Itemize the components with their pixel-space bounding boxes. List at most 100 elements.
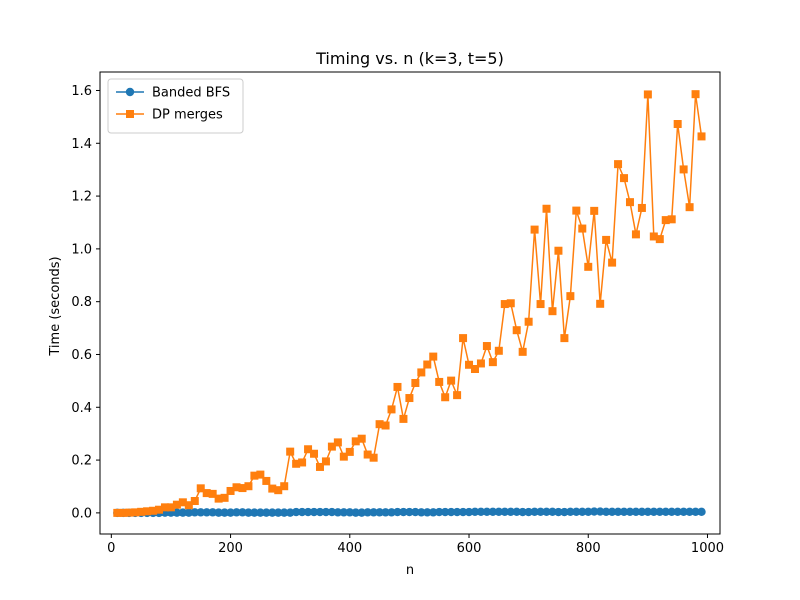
y-tick-label: 0.2 <box>71 454 92 469</box>
data-point <box>470 365 479 373</box>
data-point <box>363 450 372 459</box>
data-point <box>226 486 235 495</box>
data-point <box>512 326 521 335</box>
data-point <box>602 235 611 244</box>
data-point <box>560 334 569 343</box>
data-point <box>220 508 229 517</box>
data-point <box>375 420 384 429</box>
data-point <box>453 391 462 400</box>
data-point <box>160 503 169 512</box>
data-point <box>590 507 599 516</box>
data-point <box>649 232 658 241</box>
data-point <box>315 507 325 517</box>
data-point <box>673 120 682 129</box>
data-point <box>620 174 629 183</box>
data-point <box>482 507 492 517</box>
data-point <box>548 307 557 316</box>
data-point <box>155 505 164 514</box>
data-point <box>196 484 205 493</box>
data-point <box>512 507 521 517</box>
data-point <box>405 507 414 517</box>
data-point <box>149 506 158 515</box>
data-point <box>595 507 605 516</box>
data-point <box>637 203 646 212</box>
data-point <box>572 206 581 215</box>
data-point <box>345 508 354 517</box>
data-point <box>530 507 539 517</box>
data-point <box>369 453 378 462</box>
legend-marker <box>125 87 135 97</box>
data-point <box>661 216 670 225</box>
data-point <box>351 508 360 517</box>
axes: 0 200 400 600 800 1000 0.0 0.2 0.4 0.6 0.8 1.0 1.2 1.… <box>71 71 724 556</box>
data-point <box>685 203 694 212</box>
data-point <box>351 437 360 446</box>
data-point <box>309 507 319 517</box>
data-point <box>393 507 402 517</box>
y-tick-label: 0.6 <box>71 348 92 363</box>
data-point <box>655 235 664 244</box>
data-point <box>476 507 486 517</box>
data-point <box>184 508 194 517</box>
data-point <box>131 508 140 517</box>
data-point <box>530 225 539 234</box>
data-point <box>250 508 259 517</box>
data-point <box>584 507 593 517</box>
data-point <box>286 447 295 456</box>
data-point <box>357 508 366 517</box>
data-point <box>262 476 271 485</box>
data-point <box>137 507 146 516</box>
data-point <box>214 494 223 503</box>
data-point <box>291 507 301 517</box>
data-point <box>459 334 468 343</box>
data-point <box>411 507 420 517</box>
data-point <box>465 360 474 369</box>
legend-marker <box>126 110 134 118</box>
data-point <box>441 393 450 402</box>
data-point <box>661 507 670 517</box>
data-point <box>542 204 551 213</box>
data-point <box>256 508 265 517</box>
data-point <box>613 507 623 517</box>
data-point <box>423 508 432 517</box>
x-axis-label: n <box>406 563 414 578</box>
data-point <box>196 508 205 517</box>
data-point <box>190 508 199 517</box>
axes-frame <box>99 71 721 535</box>
data-point <box>482 342 491 351</box>
legend-label: Banded BFS <box>152 86 230 101</box>
data-point <box>691 90 700 99</box>
data-point <box>452 507 462 517</box>
y-tick-label: 1.4 <box>71 137 92 152</box>
data-point <box>172 500 181 509</box>
data-point <box>280 482 289 491</box>
data-point <box>143 507 152 516</box>
data-point <box>655 507 664 517</box>
data-point <box>381 508 390 517</box>
data-point <box>369 508 378 517</box>
data-point <box>321 507 331 517</box>
data-point <box>494 346 503 355</box>
data-point <box>488 358 497 367</box>
data-point <box>488 507 498 517</box>
data-point <box>256 470 265 479</box>
data-point <box>417 508 426 517</box>
data-point <box>363 508 372 517</box>
y-tick-label: 0.0 <box>71 506 92 521</box>
data-point <box>607 507 617 517</box>
data-point <box>506 507 515 517</box>
data-point <box>697 132 706 141</box>
legend-entry: DP merges <box>116 108 223 123</box>
data-point <box>417 368 426 377</box>
data-point <box>262 508 271 517</box>
data-point <box>518 507 527 517</box>
data-point <box>631 507 641 517</box>
x-tick-label: 0 <box>107 541 115 556</box>
data-point <box>375 508 384 517</box>
data-point <box>327 442 336 451</box>
data-point <box>202 508 211 517</box>
chart-title: Timing vs. n (k=3, t=5) <box>315 49 504 68</box>
y-tick-label: 1.0 <box>71 242 92 257</box>
data-point <box>554 246 563 255</box>
data-point <box>494 507 504 517</box>
